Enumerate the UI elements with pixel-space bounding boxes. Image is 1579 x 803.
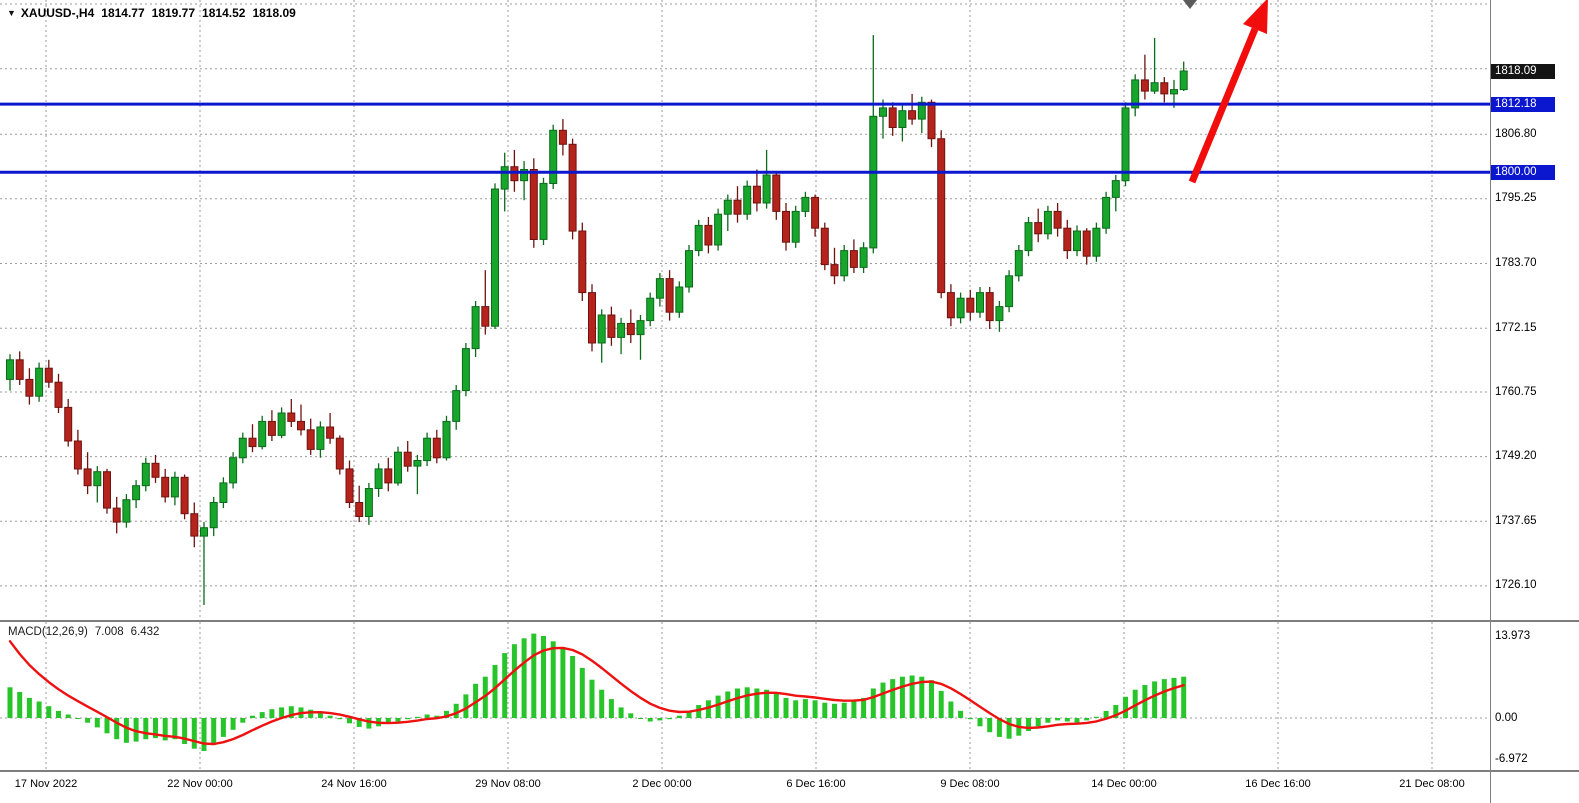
time-axis-label: 6 Dec 16:00 bbox=[786, 778, 846, 790]
price-axis-label: 1795.25 bbox=[1495, 192, 1537, 205]
macd-signal-value: 6.432 bbox=[130, 626, 160, 638]
macd-main-value: 7.008 bbox=[94, 626, 124, 638]
macd-signal-line bbox=[8, 640, 1185, 746]
price-axis-label: 1737.65 bbox=[1495, 514, 1537, 527]
time-axis-label: 16 Dec 16:00 bbox=[1245, 778, 1311, 790]
chart-shift-marker-icon[interactable] bbox=[1183, 0, 1197, 9]
time-axis-label: 14 Dec 00:00 bbox=[1091, 778, 1157, 790]
macd-axis[interactable]: 13.973 0.00 -6.972 bbox=[1490, 622, 1579, 772]
symbol-period-label: XAUUSD-,H4 bbox=[20, 6, 95, 20]
time-axis-label: 24 Nov 16:00 bbox=[321, 778, 387, 790]
macd-histogram bbox=[7, 633, 1187, 751]
time-axis[interactable]: 17 Nov 2022 22 Nov 00:00 24 Nov 16:00 29 No… bbox=[0, 772, 1490, 803]
level-price-tag: 1800.00 bbox=[1491, 164, 1555, 180]
ohlc-readout: ▼ XAUUSD-,H4 1814.77 1819.77 1814.52 1818.09 bbox=[7, 6, 296, 20]
time-axis-label: 9 Dec 08:00 bbox=[940, 778, 1000, 790]
time-axis-label: 2 Dec 00:00 bbox=[632, 778, 692, 790]
price-axis-label: 1749.20 bbox=[1495, 450, 1537, 463]
price-axis-label: 1760.75 bbox=[1495, 385, 1537, 398]
ohlc-open: 1814.77 bbox=[101, 6, 145, 20]
axis-corner bbox=[1490, 772, 1579, 803]
horizontal-level-lines[interactable] bbox=[0, 102, 1490, 174]
bid-price-tag: 1818.09 bbox=[1491, 63, 1555, 79]
price-axis[interactable]: 1818.09 1812.18 1806.80 1800.00 1795.25 1783.… bbox=[1490, 0, 1579, 622]
price-axis-label: 1806.80 bbox=[1495, 127, 1537, 140]
time-axis-label: 17 Nov 2022 bbox=[14, 778, 78, 790]
macd-axis-label: -6.972 bbox=[1495, 753, 1528, 766]
price-axis-label: 1726.10 bbox=[1495, 579, 1537, 592]
macd-name: MACD(12,26,9) bbox=[8, 626, 88, 638]
ohlc-low: 1814.52 bbox=[202, 6, 246, 20]
ohlc-close: 1818.09 bbox=[252, 6, 296, 20]
macd-indicator-pane: MACD(12,26,9) 7.008 6.432 bbox=[0, 622, 1490, 772]
price-axis-label: 1783.70 bbox=[1495, 257, 1537, 269]
candles-layer bbox=[6, 35, 1188, 605]
time-axis-label: 21 Dec 08:00 bbox=[1399, 778, 1465, 790]
macd-axis-label: 0.00 bbox=[1495, 712, 1518, 724]
time-axis-label: 22 Nov 00:00 bbox=[167, 778, 233, 790]
level-price-tag: 1812.18 bbox=[1491, 96, 1555, 112]
main-chart-pane: ▼ XAUUSD-,H4 1814.77 1819.77 1814.52 1818.09 bbox=[0, 0, 1490, 622]
price-axis-label: 1772.15 bbox=[1495, 321, 1537, 334]
macd-axis-label: 13.973 bbox=[1495, 629, 1531, 642]
price-chart-canvas[interactable] bbox=[0, 0, 1490, 620]
macd-canvas[interactable] bbox=[0, 622, 1490, 770]
ohlc-high: 1819.77 bbox=[151, 6, 196, 20]
symbol-dropdown-icon: ▼ bbox=[7, 8, 16, 18]
time-axis-label: 29 Nov 08:00 bbox=[475, 778, 541, 790]
macd-indicator-label: MACD(12,26,9) 7.008 6.432 bbox=[8, 626, 159, 638]
trend-arrow[interactable] bbox=[1188, 0, 1268, 184]
grid-layer bbox=[0, 0, 1490, 620]
